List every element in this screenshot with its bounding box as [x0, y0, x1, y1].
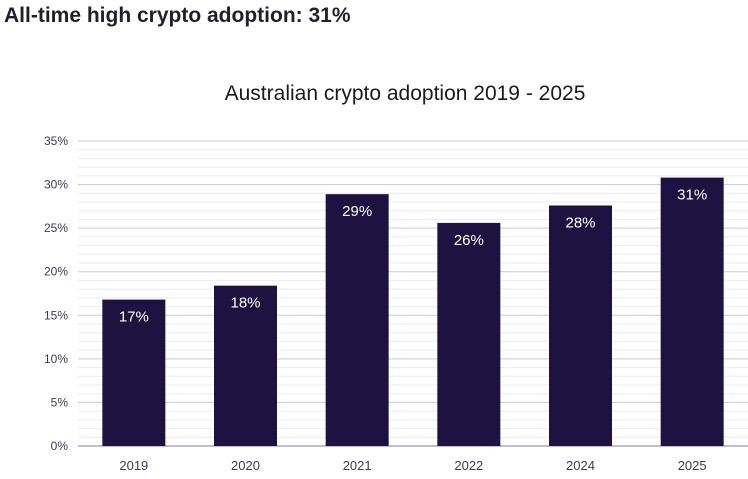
x-tick-label-2024: 2024 [566, 458, 595, 473]
x-tick-label-2019: 2019 [119, 458, 148, 473]
data-label-2019: 17% [119, 309, 149, 326]
y-tick-label: 5% [51, 395, 69, 409]
data-label-2024: 28% [565, 214, 595, 231]
y-tick-label: 0% [51, 439, 69, 453]
data-label-2025: 31% [677, 187, 707, 204]
y-tick-label: 25% [44, 221, 68, 235]
bars: 17% 18% 29% 26% 28% 31% [102, 177, 724, 446]
y-tick-label: 20% [44, 265, 68, 279]
y-tick-label: 10% [44, 352, 68, 366]
y-tick-label: 35% [44, 134, 68, 148]
x-tick-label-2020: 2020 [231, 458, 260, 473]
data-label-2021: 29% [342, 203, 372, 220]
y-axis-ticks: 0% 5% 10% 15% 20% 25% 30% 35% [44, 134, 68, 453]
bar-2021 [325, 194, 389, 446]
data-label-2022: 26% [454, 232, 484, 249]
data-label-2020: 18% [230, 295, 260, 312]
x-tick-label-2025: 2025 [678, 458, 707, 473]
x-tick-label-2021: 2021 [343, 458, 372, 473]
page-headline: All-time high crypto adoption: 31% [4, 4, 351, 27]
bar-2019 [102, 299, 166, 446]
bar-2025 [660, 177, 724, 446]
y-tick-label: 30% [44, 178, 68, 192]
bar-2024 [549, 205, 612, 446]
y-tick-label: 15% [44, 308, 68, 322]
grid-lines [78, 140, 748, 447]
bar-2020 [214, 285, 277, 446]
x-axis-ticks: 2019 2020 2021 2022 2024 2025 [119, 458, 706, 473]
chart-title: Australian crypto adoption 2019 - 2025 [225, 82, 586, 105]
bar-2022 [437, 222, 501, 446]
x-tick-label-2022: 2022 [454, 458, 483, 473]
